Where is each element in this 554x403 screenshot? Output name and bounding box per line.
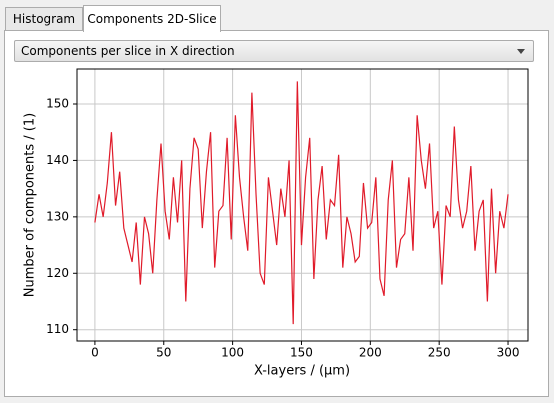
y-tick-label: 140 [46, 153, 69, 167]
y-tick-label: 130 [46, 209, 69, 223]
x-axis-label: X-layers / (µm) [254, 364, 350, 379]
x-tick-label: 250 [428, 346, 451, 360]
y-tick-label: 120 [46, 266, 69, 280]
data-line [94, 81, 509, 325]
plot-area [77, 69, 528, 341]
x-tick-label: 100 [221, 346, 244, 360]
y-tick-label: 110 [46, 322, 69, 336]
x-tick-label: 200 [359, 346, 382, 360]
x-tick-label: 50 [156, 346, 171, 360]
y-axis-label: Number of components / (1) [23, 113, 38, 297]
dropdown[interactable]: Components per slice in X direction [14, 40, 534, 62]
y-tick-label: 150 [46, 96, 69, 110]
x-tick-label: 300 [497, 346, 520, 360]
dropdown-text: Components per slice in X direction [21, 44, 235, 58]
plot-frame [76, 68, 529, 342]
dropdown-arrow [517, 49, 525, 54]
x-tick-label: 0 [91, 346, 99, 360]
tab-active[interactable]: Components 2D-Slice [83, 5, 221, 32]
x-tick-label: 150 [290, 346, 313, 360]
tab[interactable]: Histogram [5, 7, 83, 31]
